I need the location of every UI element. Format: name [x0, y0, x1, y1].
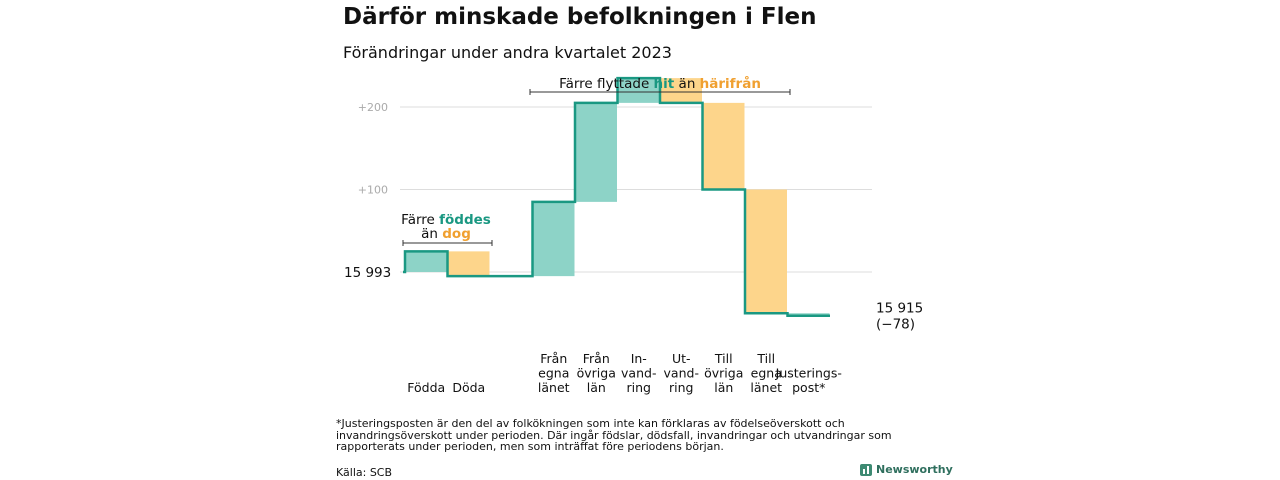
bar-1: [448, 251, 490, 277]
annotation-text: Färre: [401, 212, 439, 228]
category-label: Från: [540, 351, 567, 366]
bar-8: [745, 189, 787, 314]
category-label: ring: [669, 380, 693, 395]
step-line: [403, 76, 830, 317]
chart-title: Därför minskade befolkningen i Flen: [343, 4, 817, 30]
category-label: Justerings-: [775, 366, 842, 381]
category-label: ring: [627, 380, 651, 395]
category-label: Ut-: [672, 351, 691, 366]
category-label: post*: [792, 380, 825, 395]
category-label: Döda: [452, 380, 485, 395]
bar-3: [533, 201, 575, 277]
start-value-label: 15 993: [344, 265, 391, 281]
y-tick-label: +200: [358, 101, 388, 114]
annotation-births-line2: än dog: [421, 226, 471, 242]
category-label: övriga: [577, 366, 616, 381]
category-label: Till: [756, 351, 775, 366]
chart-subtitle: Förändringar under andra kvartalet 2023: [343, 43, 672, 62]
bar-6: [660, 78, 702, 103]
category-label: vand-: [664, 366, 699, 381]
end-change-label: (−78): [876, 317, 915, 333]
annotation-highlight: härifrån: [700, 75, 761, 92]
annotation-migration: Färre flyttade hit än härifrån: [559, 75, 761, 92]
annotation-text: Färre flyttade: [559, 76, 653, 92]
bar-7: [703, 102, 745, 190]
category-label: län: [587, 380, 606, 395]
category-label: egna: [538, 366, 569, 381]
category-label: Födda: [407, 380, 445, 395]
bar-5: [618, 78, 660, 103]
brand-logo: Newsworthy: [860, 463, 953, 476]
bar-4: [575, 102, 617, 202]
annotation-highlight: hit: [654, 76, 675, 92]
annotation-births-line1: Färre föddes: [401, 212, 491, 228]
annotation-highlight: föddes: [439, 212, 491, 228]
category-label: övriga: [704, 366, 743, 381]
brand-name: Newsworthy: [876, 463, 953, 476]
category-label: länet: [538, 380, 570, 395]
annotation-text: än: [421, 226, 442, 242]
y-tick-label: +100: [358, 184, 388, 197]
annotation-highlight: dog: [442, 226, 471, 242]
category-label: vand-: [621, 366, 656, 381]
newsworthy-icon: [860, 463, 872, 476]
footnote: *Justeringsposten är den del av folkökni…: [336, 417, 892, 453]
annotation-text: än: [674, 76, 699, 92]
category-label: län: [714, 380, 733, 395]
bar-0: [405, 251, 447, 272]
category-label: egna: [751, 366, 782, 381]
end-value-label: 15 915: [876, 301, 923, 317]
category-label: länet: [750, 380, 782, 395]
source-label: Källa: SCB: [336, 466, 393, 479]
category-label: Till: [714, 351, 733, 366]
category-label: Från: [583, 351, 610, 366]
category-label: In-: [631, 351, 647, 366]
